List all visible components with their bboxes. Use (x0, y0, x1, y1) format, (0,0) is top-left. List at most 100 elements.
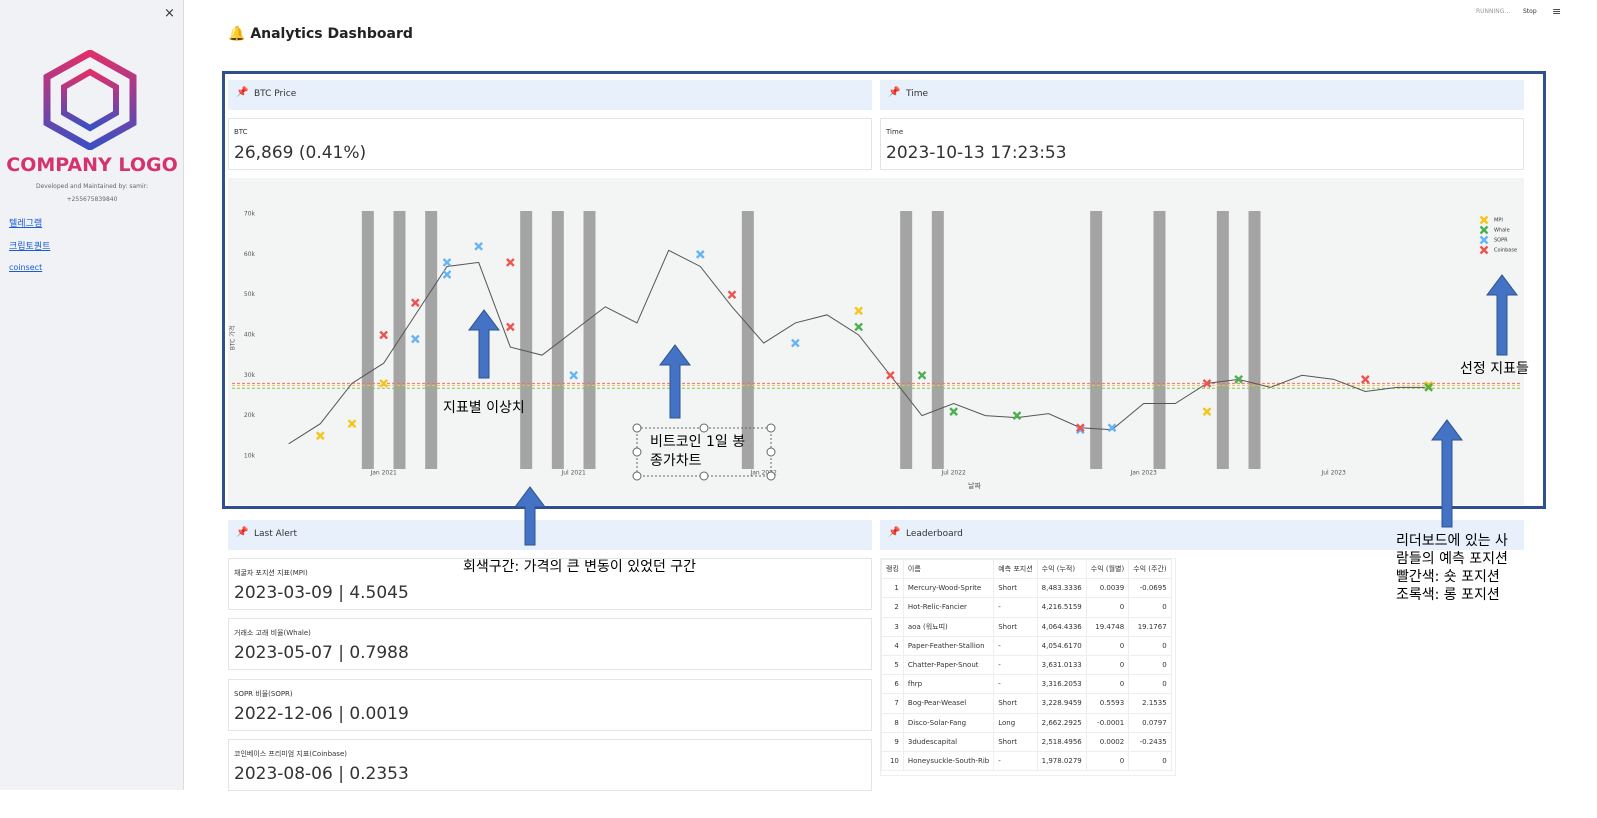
y-tick-label: 60k (244, 251, 256, 258)
marker-stroke (1424, 383, 1434, 392)
leaderboard-table: 랭킹 이름 예측 포지션 수익 (누적) 수익 (월별) 수익 (주간) 1 Mercury-… (880, 558, 1176, 776)
annotation: 람들의 예측 포지션 (1396, 551, 1508, 567)
page-title: 🔔 Analytics Dashboard (228, 26, 413, 42)
metric-value: 2022-12-06 | 0.0019 (234, 704, 409, 724)
table: 랭킹 이름 예측 포지션 수익 (누적) 수익 (월별) 수익 (주간) 1 Mercury-… (881, 559, 1172, 772)
sidebar: × COMPANY LOGO Developed and Maintained … (0, 0, 184, 790)
marker-stroke (949, 407, 959, 416)
annotation: 리더보드에 있는 사 (1396, 533, 1508, 549)
marker (379, 330, 389, 340)
marker (410, 334, 420, 344)
marker (790, 338, 800, 348)
marker-stroke (1075, 423, 1085, 433)
marker (1360, 374, 1370, 384)
volatility-band (393, 211, 406, 469)
chart-layer: 10k 20k 30k 40k 50k 60k 70k Jan 2021 Jul 2021 Jan… (229, 211, 1520, 490)
marker-stroke (1202, 379, 1212, 388)
marker (917, 370, 927, 380)
annotation: 종가차트 (650, 453, 702, 469)
menu[interactable]: ≡ (1552, 5, 1562, 18)
metric: 거래소 고래 비율(Whale) 2023-05-07 | 0.7988 (228, 618, 872, 670)
marker (885, 370, 895, 380)
marker-stroke (569, 370, 579, 380)
row: 4 Paper-Feather-Stallion -4,054.6170 0 0 (881, 635, 1172, 656)
metric-label: 코인베이스 프리미엄 지표(Coinbase) (234, 750, 347, 758)
volatility-band (1248, 211, 1261, 469)
row: 8 Disco-Solar-Fang Long 2,662.2925 -0.0001 0.… (881, 712, 1172, 733)
title-text: Analytics Dashboard (250, 26, 413, 42)
link[interactable]: coinsect (9, 263, 43, 272)
marker-stroke (917, 370, 927, 380)
annotation: 빨간색: 숏 포지션 (1396, 569, 1500, 585)
marker-stroke (1202, 407, 1212, 416)
y-tick-label: 30k (244, 372, 256, 379)
cell: 0 (1128, 750, 1172, 772)
legend-label: Coinbase (1494, 248, 1517, 254)
row: 6 fhrp -3,316.2053 0 0 (881, 674, 1172, 695)
marker-stroke (505, 258, 515, 267)
marker-stroke (885, 370, 895, 380)
cell: 0 (1128, 597, 1172, 618)
marker (410, 298, 420, 308)
x-tick-label: Jul 2022 (940, 470, 966, 477)
marker-stroke (442, 270, 452, 279)
marker-stroke (1012, 411, 1022, 420)
marker (1479, 225, 1489, 235)
legend-label: MPI (1494, 218, 1503, 224)
marker-stroke (1360, 374, 1370, 384)
metric: 코인베이스 프리미엄 지표(Coinbase) 2023-08-06 | 0.23… (228, 739, 872, 791)
volatility-band (931, 211, 944, 469)
marker (315, 431, 325, 441)
legend-label: SOPR (1494, 238, 1508, 244)
marker (1234, 374, 1244, 384)
marker (854, 306, 864, 316)
marker (379, 379, 389, 388)
volatility-band (900, 211, 913, 469)
volatility-band (361, 211, 374, 469)
stop-button[interactable]: Stop (1523, 8, 1537, 15)
marker (1479, 245, 1489, 255)
credit: Developed and Maintained by: samir: (35, 183, 149, 190)
card-header: Leaderboard (880, 520, 1524, 550)
selection-frame (222, 71, 1546, 509)
marker (1479, 235, 1489, 245)
metric-value: 2023-10-13 17:23:53 (886, 143, 1067, 163)
cell: -0.2435 (1128, 731, 1172, 752)
link[interactable]: 크립토퀀트 (9, 242, 51, 252)
annotation: 비트코인 1일 봉 (650, 434, 745, 450)
metric: BTC 26,869 (0.41%) (228, 118, 872, 170)
marker-stroke (695, 250, 705, 259)
x-tick-label: Jan 2021 (369, 470, 397, 477)
marker-stroke (410, 334, 420, 344)
arrow (514, 486, 546, 546)
y-tick-label: 50k (244, 291, 256, 298)
marker (1202, 407, 1212, 416)
card-header: Last Alert (228, 520, 872, 550)
annotation: 지표별 이상치 (443, 400, 525, 416)
volatility-band (425, 211, 438, 469)
marker (854, 322, 864, 332)
metric-label: 거래소 고래 비율(Whale) (234, 629, 311, 637)
metric-value: 26,869 (0.41%) (234, 143, 367, 163)
y-tick-label: 40k (244, 332, 256, 339)
close-button[interactable]: × (164, 6, 175, 21)
arrow (468, 309, 500, 379)
link[interactable]: 텔레그램 (9, 219, 43, 229)
header-row: 랭킹 이름 예측 포지션 수익 (누적) 수익 (월별) 수익 (주간) (881, 559, 1172, 580)
metric: SOPR 비율(SOPR) 2022-12-06 | 0.0019 (228, 679, 872, 731)
marker-stroke (1424, 381, 1434, 390)
marker (1107, 423, 1117, 433)
logo (43, 50, 137, 150)
marker (695, 250, 705, 259)
marker (1424, 381, 1434, 390)
marker (1075, 425, 1085, 435)
x-tick-label: Jul 2023 (1320, 470, 1346, 477)
marker-stroke (505, 322, 515, 332)
marker-stroke (1075, 425, 1085, 435)
marker (1479, 215, 1489, 225)
marker (949, 407, 959, 416)
annotations: 지표별 이상치 비트코인 1일 봉 종가차트 회색구간: 가격의 큰 변동이 있… (443, 361, 1529, 603)
row: 1 Mercury-Wood-Sprite Short 8,483.3336 0.003… (881, 578, 1172, 599)
